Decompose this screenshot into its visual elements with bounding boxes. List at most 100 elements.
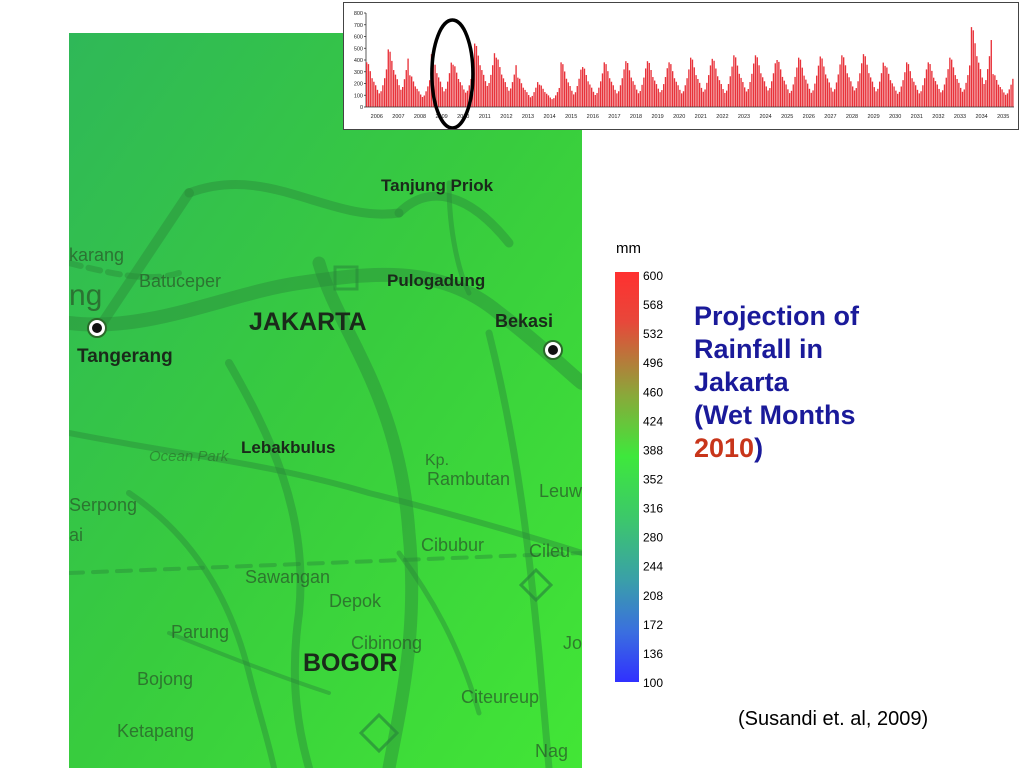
x-tick-label-year: 2007 (392, 114, 404, 120)
rainfall-bar (776, 60, 778, 107)
rainfall-bar (983, 83, 985, 107)
rainfall-bar (684, 85, 686, 107)
rainfall-bar (798, 57, 800, 107)
rainfall-bar (979, 69, 982, 107)
rainfall-bar (922, 85, 924, 107)
rainfall-bar (749, 82, 751, 107)
rainfall-bar (744, 87, 746, 107)
rainfall-bar (659, 92, 661, 107)
rainfall-bar (652, 77, 654, 107)
rainfall-bar (956, 78, 958, 107)
rainfall-bar (636, 89, 638, 107)
rainfall-bar (866, 64, 868, 107)
rainfall-bar (380, 91, 382, 107)
rainfall-bar (412, 81, 415, 107)
rainfall-bar (850, 81, 852, 107)
rainfall-bar (888, 73, 890, 107)
legend-unit-label: mm (616, 240, 641, 257)
rainfall-bar (936, 84, 938, 107)
title-year: 2010 (694, 433, 755, 463)
rainfall-bar (387, 49, 389, 107)
map-label-bekasi: Bekasi (495, 311, 553, 331)
rainfall-bar (702, 91, 704, 107)
rainfall-bar (929, 64, 931, 107)
rainfall-bar (695, 75, 697, 107)
rainfall-bar (898, 91, 901, 107)
title-line-1: Projection of (694, 301, 860, 331)
rainfall-bar (940, 92, 942, 107)
rainfall-bar (583, 68, 586, 107)
rainfall-bar (495, 57, 497, 107)
rainfall-bar (996, 79, 998, 107)
rainfall-bar (760, 73, 762, 107)
jakarta-region-map: Tanjung Priok Pulogadung JAKARTA Bekasi … (69, 33, 582, 768)
chart-bars (366, 27, 1014, 108)
map-label-cibubur: Cibubur (421, 535, 484, 555)
rainfall-bar (555, 95, 557, 107)
rainfall-bar (765, 86, 767, 107)
rainfall-bar (1006, 93, 1009, 107)
map-background (69, 33, 582, 768)
rainfall-bar (603, 62, 605, 107)
map-label-nag: Nag (535, 741, 568, 761)
y-tick-label: 400 (354, 58, 363, 64)
rainfall-bar (882, 62, 884, 107)
rainfall-bar (756, 57, 758, 107)
rainfall-bar (880, 73, 883, 107)
rainfall-bar (403, 79, 406, 107)
rainfall-bar (875, 91, 877, 107)
rainfall-bar (585, 74, 587, 107)
x-tick-label-year: 2034 (975, 114, 987, 120)
rainfall-bar (904, 72, 906, 107)
rainfall-bar (871, 81, 874, 107)
x-tick-label-year: 2023 (738, 114, 750, 120)
rainfall-bar (778, 61, 780, 107)
legend-tick-label: 424 (643, 414, 663, 428)
chart-y-axis: 0 100 200 300 400 500 600 700 800 (354, 11, 367, 111)
rainfall-bar (607, 71, 609, 107)
legend-svg: mm 600 568 532 496 460 424 388 352 316 280 244 208 1… (615, 240, 663, 690)
rainfall-bar (688, 69, 690, 107)
rainfall-bar (735, 57, 737, 107)
rainfall-bar (389, 51, 391, 107)
rainfall-bar (411, 76, 413, 107)
rainfall-bar (376, 89, 379, 107)
rainfall-bar (439, 81, 442, 107)
map-label-jakarta: JAKARTA (249, 308, 367, 336)
rainfall-bar (911, 78, 913, 107)
rainfall-bar (835, 82, 838, 107)
rainfall-bar (465, 92, 467, 107)
rainfall-bar (528, 95, 530, 107)
rainfall-bar (468, 85, 470, 107)
rainfall-bar (506, 86, 508, 107)
rainfall-bar (970, 27, 973, 108)
rainfall-bar (616, 93, 618, 107)
rainfall-bar (573, 94, 575, 107)
legend-tick-label: 100 (643, 676, 663, 688)
rainfall-bar (790, 90, 793, 107)
rainfall-bar (641, 84, 643, 107)
legend-tick-label: 316 (643, 502, 663, 516)
rainfall-bar (753, 63, 755, 107)
map-label-karang: karang (69, 245, 124, 265)
rainfall-bar (841, 55, 843, 107)
x-tick-label-year: 2017 (608, 114, 620, 120)
rainfall-bar (745, 91, 748, 107)
rainfall-bar (511, 82, 514, 107)
title-line-5: 2010) (694, 432, 994, 465)
rainfall-bar (774, 63, 776, 107)
rainfall-bar (785, 84, 787, 107)
rainfall-bar (794, 76, 796, 107)
rainfall-bar (906, 62, 908, 107)
rainfall-bar (963, 89, 965, 107)
highlight-ellipse (430, 18, 475, 130)
rainfall-bar (639, 91, 641, 107)
rainfall-bar (693, 67, 695, 107)
rainfall-bar (952, 67, 955, 107)
rainfall-bar (699, 82, 701, 107)
rainfall-bar (886, 67, 888, 107)
y-tick-label: 300 (354, 70, 363, 76)
x-tick-label-year: 2033 (954, 114, 966, 120)
legend-tick-label: 244 (643, 560, 663, 574)
rainfall-bar (771, 81, 773, 107)
